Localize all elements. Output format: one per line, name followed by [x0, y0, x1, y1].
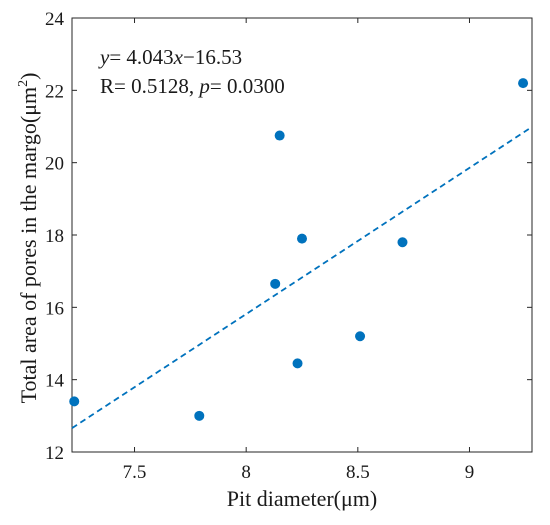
x-tick-label: 7.5: [123, 462, 147, 483]
x-tick-label: 8.5: [346, 462, 370, 483]
scatter-point: [194, 410, 205, 421]
y-tick-label: 18: [45, 226, 64, 247]
y-tick-label: 16: [45, 298, 64, 319]
y-axis-title-base: Total area of pores in the margo(μm: [16, 87, 41, 404]
y-tick-label: 22: [45, 81, 64, 102]
scatter-point: [274, 130, 285, 141]
x-axis-title: Pit diameter(μm): [227, 486, 377, 511]
scatter-point: [518, 78, 529, 89]
y-axis-title-close: ): [16, 73, 41, 80]
y-tick-label: 12: [45, 443, 64, 464]
x-tick-label: 9: [465, 462, 475, 483]
scatter-point: [355, 331, 366, 342]
y-tick-label: 20: [45, 154, 64, 175]
y-axis-title: Total area of pores in the margo(μm2): [16, 73, 41, 404]
y-tick-label: 24: [45, 9, 65, 30]
p-value-var: p: [197, 74, 210, 98]
correlation-r: R= 0.5128,: [100, 74, 199, 98]
p-value: = 0.0300: [210, 74, 285, 98]
y-axis-title-superscript: 2: [16, 80, 31, 87]
scatter-point: [297, 233, 307, 244]
equation-slope: = 4.043: [109, 45, 173, 69]
scatter-point: [292, 358, 303, 369]
equation-x-var: x: [173, 45, 184, 69]
y-axis-ticks: 12 14 16 18 20 22 24: [45, 9, 532, 464]
x-tick-label: 8: [241, 462, 251, 483]
regression-equation: y= 4.043x−16.53: [98, 45, 242, 69]
y-tick-label: 14: [45, 371, 65, 392]
scatter-point: [69, 396, 80, 407]
equation-y-var: y: [98, 45, 110, 69]
scatter-point: [397, 237, 408, 248]
equation-intercept: −16.53: [183, 45, 242, 69]
regression-line: [71, 126, 533, 429]
regression-line-group: [71, 126, 533, 429]
x-axis-ticks: 7.5 8 8.5 9: [123, 18, 475, 483]
correlation-stats: R= 0.5128, p= 0.0300: [100, 74, 285, 98]
scatter-point: [270, 278, 281, 289]
data-points: [69, 78, 529, 421]
